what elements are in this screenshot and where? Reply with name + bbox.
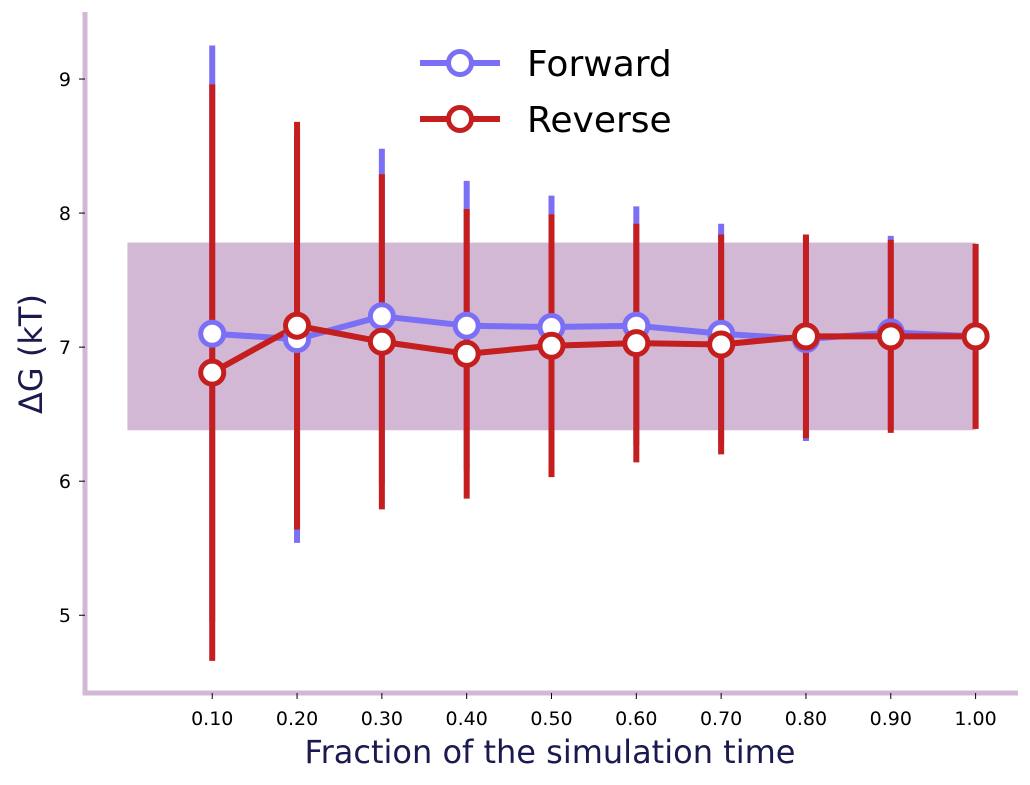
x-tick-label: 0.70 xyxy=(700,708,742,730)
x-tick-label: 0.80 xyxy=(785,708,827,730)
y-tick-label: 9 xyxy=(59,69,71,91)
point-forward xyxy=(452,311,481,340)
y-tick-label: 6 xyxy=(59,471,71,493)
x-tick-label: 0.90 xyxy=(870,708,912,730)
x-tick-label: 0.30 xyxy=(361,708,403,730)
point-forward xyxy=(367,302,396,331)
point-reverse xyxy=(452,339,481,368)
point-reverse xyxy=(707,330,736,359)
point-forward xyxy=(198,319,227,348)
legend-marker-forward xyxy=(446,49,474,77)
x-tick-label: 0.20 xyxy=(276,708,318,730)
point-reverse xyxy=(876,322,905,351)
point-reverse xyxy=(367,327,396,356)
point-reverse xyxy=(961,322,990,351)
x-tick-label: 0.50 xyxy=(530,708,572,730)
point-reverse xyxy=(537,331,566,360)
legend-label-forward: Forward xyxy=(527,44,672,85)
point-reverse xyxy=(198,358,227,387)
x-axis-label: Fraction of the simulation time xyxy=(305,733,796,771)
x-tick-label: 0.60 xyxy=(615,708,657,730)
point-reverse xyxy=(791,322,820,351)
x-tick-label: 1.00 xyxy=(954,708,996,730)
series-line-reverse xyxy=(209,322,979,376)
y-axis-label: ΔG (kT) xyxy=(12,294,50,414)
point-reverse xyxy=(622,329,651,358)
y-tick-label: 8 xyxy=(59,203,71,225)
x-tick-label: 0.10 xyxy=(191,708,233,730)
x-tick-label: 0.40 xyxy=(446,708,488,730)
y-tick-label: 5 xyxy=(59,605,71,627)
legend-label-reverse: Reverse xyxy=(527,100,672,141)
point-reverse xyxy=(283,311,312,340)
legend-marker-reverse xyxy=(446,105,474,133)
y-tick-label: 7 xyxy=(59,337,71,359)
